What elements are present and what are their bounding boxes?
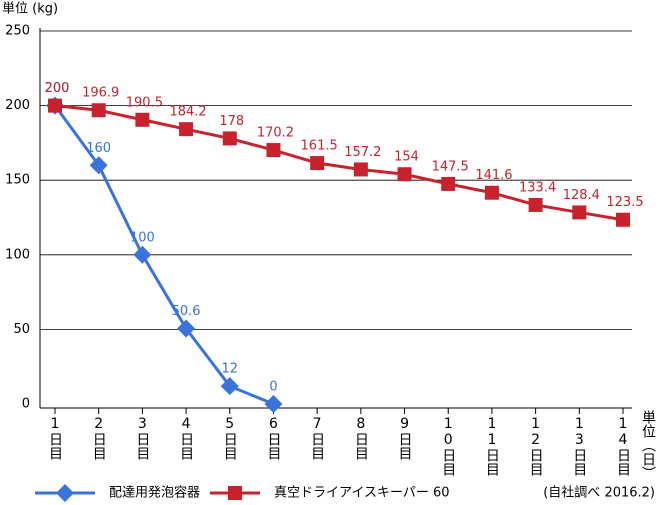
marker	[266, 143, 281, 158]
marker	[484, 185, 499, 200]
y-tick-label: 150	[5, 173, 30, 188]
data-label: 161.5	[301, 139, 338, 154]
data-label: 200	[45, 81, 70, 96]
x-tick-label: 6日目	[265, 416, 282, 460]
data-label: 100	[130, 230, 155, 245]
data-label: 128.4	[563, 188, 600, 203]
marker	[179, 122, 194, 137]
x-tick-label: 3日目	[134, 416, 151, 460]
marker	[264, 395, 283, 413]
data-label: 196.9	[82, 86, 119, 101]
x-tick-label: 5日目	[221, 416, 238, 460]
x-tick-label: 12日目	[527, 416, 544, 476]
x-tick-label: 4日目	[178, 416, 195, 460]
data-label: 0	[269, 380, 277, 395]
x-tick-label: 1日目	[47, 416, 63, 460]
data-label: 157.2	[344, 145, 381, 160]
data-label: 12	[221, 362, 238, 377]
x-tick-label: 13日目	[571, 416, 588, 476]
y-tick-label: 50	[13, 322, 30, 337]
x-axis-label: 単位（日）	[640, 410, 656, 480]
x-tick-label: 10日目	[440, 416, 457, 476]
y-tick-label: 250	[5, 24, 30, 39]
marker	[353, 162, 368, 177]
legend-marker	[228, 486, 242, 500]
data-label: 141.6	[475, 168, 512, 183]
x-tick-label: 11日目	[483, 416, 500, 476]
y-axis-label: 単位 (kg)	[2, 1, 58, 17]
marker	[572, 205, 587, 220]
data-label: 190.5	[126, 95, 163, 110]
legend-label: 配達用発泡容器	[109, 485, 200, 501]
data-label: 200	[45, 81, 70, 96]
marker	[441, 176, 456, 191]
data-label: 184.2	[169, 105, 206, 120]
marker	[133, 245, 152, 264]
marker	[91, 103, 106, 118]
marker	[222, 131, 237, 146]
y-tick-label: 0	[22, 397, 30, 412]
marker	[89, 156, 108, 175]
data-label: 160	[86, 141, 111, 156]
legend-marker	[56, 484, 74, 502]
annotation: (自社調べ 2016.2)	[543, 485, 655, 501]
marker	[48, 98, 62, 113]
series-line	[53, 104, 275, 406]
marker	[616, 212, 630, 227]
data-label: 133.4	[519, 180, 556, 195]
data-label: 154	[394, 150, 419, 165]
data-label: 123.5	[606, 195, 643, 210]
data-label: 147.5	[432, 159, 469, 174]
marker	[528, 197, 543, 212]
y-tick-label: 100	[5, 247, 30, 262]
series-line	[54, 104, 624, 222]
x-tick-label: 2日目	[90, 416, 107, 460]
data-label: 170.2	[257, 126, 294, 141]
marker	[220, 377, 239, 396]
marker	[310, 156, 325, 171]
data-label: 178	[219, 114, 244, 129]
marker	[177, 319, 196, 338]
marker	[397, 167, 412, 182]
x-tick-label: 7日目	[309, 416, 326, 460]
legend-label: 真空ドライアイスキーパー 60	[274, 486, 450, 501]
y-tick-label: 200	[5, 98, 30, 113]
x-tick-label: 8日目	[352, 416, 369, 460]
data-label: 50.6	[172, 304, 201, 319]
x-tick-label: 14日目	[615, 416, 631, 476]
marker	[135, 112, 150, 127]
x-tick-label: 9日目	[396, 416, 413, 460]
